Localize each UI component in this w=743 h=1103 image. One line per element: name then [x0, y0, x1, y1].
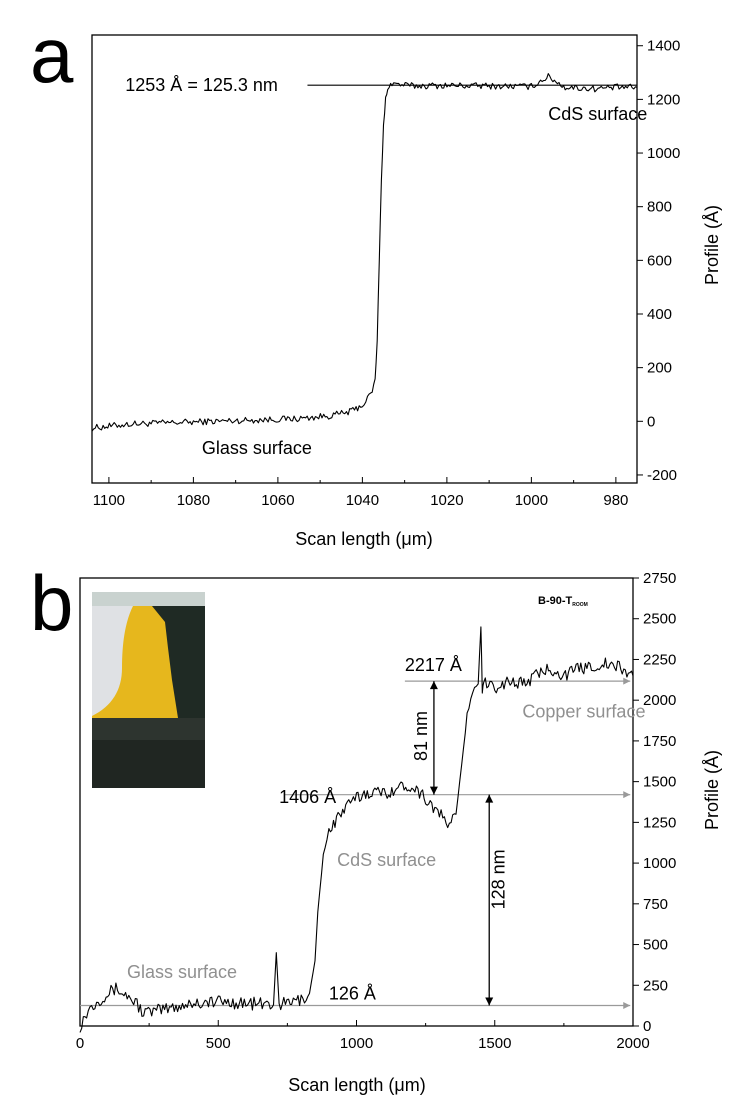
x-tick-label: 1020 [430, 492, 463, 509]
x-tick-label: 500 [206, 1035, 231, 1052]
y-tick-label: 1000 [647, 145, 680, 162]
y-tick-label: 2750 [643, 570, 676, 587]
annotation-label: Glass surface [202, 438, 312, 458]
annotation-label: CdS surface [337, 850, 436, 870]
reference-arrowhead [623, 1001, 631, 1009]
y-tick-label: 400 [647, 306, 672, 323]
x-tick-label: 1500 [478, 1035, 511, 1052]
x-tick-label: 1080 [177, 492, 210, 509]
panel-a-x-axis-label: Scan length (μm) [295, 529, 432, 549]
annotation-label: Glass surface [127, 962, 237, 982]
reference-arrowhead [623, 791, 631, 799]
reference-arrowhead [623, 677, 631, 685]
profile-series-line [91, 73, 638, 432]
dimension-arrowhead [429, 786, 438, 795]
panel-a-y-axis-label: Profile (Å) [702, 205, 722, 285]
panel-a-y-axis: 1400 1200 1000 800 600 400 200 0 -200 [637, 38, 680, 484]
sample-photo-inset [92, 592, 205, 788]
y-tick-label: 750 [643, 896, 668, 913]
annotation-label: 1253 Å = 125.3 nm [125, 75, 278, 95]
panel-b-x-axis: 0 500 1000 1500 2000 [76, 1020, 650, 1052]
y-tick-label: 2250 [643, 651, 676, 668]
panel-b-series [79, 626, 634, 1033]
annotation-label: 128 nm [488, 849, 508, 909]
annotation-label: 2217 Å [405, 655, 462, 675]
dimension-arrowhead [485, 794, 494, 803]
panel-b-y-axis-label: Profile (Å) [702, 750, 722, 830]
y-tick-label: -200 [647, 467, 677, 484]
y-tick-label: 1200 [647, 91, 680, 108]
y-tick-label: 1500 [643, 774, 676, 791]
dimension-arrowhead [429, 681, 438, 690]
x-tick-label: 0 [76, 1035, 84, 1052]
sample-label: B-90-TROOM [538, 595, 588, 608]
annotation-label: 126 Å [329, 983, 376, 1003]
panel-a: a 1100 1080 1060 1040 1020 1000 980 1400 1200 10… [30, 11, 722, 549]
y-tick-label: 0 [643, 1018, 651, 1035]
y-tick-label: 250 [643, 977, 668, 994]
y-tick-label: 2000 [643, 692, 676, 709]
panel-b-dimension-arrows [429, 681, 494, 1006]
y-tick-label: 800 [647, 199, 672, 216]
x-tick-label: 1000 [340, 1035, 373, 1052]
y-tick-label: 1400 [647, 38, 680, 55]
annotation-label: CdS surface [548, 104, 647, 124]
y-tick-label: 500 [643, 937, 668, 954]
y-tick-label: 600 [647, 252, 672, 269]
y-tick-label: 1250 [643, 814, 676, 831]
panel-a-x-axis: 1100 1080 1060 1040 1020 1000 980 [93, 477, 628, 509]
x-tick-label: 2000 [616, 1035, 649, 1052]
panel-b-x-axis-label: Scan length (μm) [288, 1075, 425, 1095]
x-tick-label: 1000 [515, 492, 548, 509]
panel-b-y-axis: 0 250 500 750 1000 1250 1500 1750 2000 2250 2500 27… [633, 570, 676, 1035]
panel-a-plot-frame [91, 34, 638, 484]
panel-b: b B-90-TROOM 0 500 1000 1500 2000 0 250 500 750… [30, 559, 722, 1095]
panel-a-series [91, 73, 638, 432]
y-tick-label: 0 [647, 413, 655, 430]
annotation-label: 1406 Å [279, 787, 336, 807]
x-tick-label: 980 [603, 492, 628, 509]
annotation-label: Copper surface [522, 702, 645, 722]
x-tick-label: 1100 [93, 492, 125, 509]
y-tick-label: 1750 [643, 733, 676, 750]
annotation-label: 81 nm [411, 711, 431, 761]
panel-a-annotations: 1253 Å = 125.3 nm CdS surface Glass surfac… [125, 75, 647, 458]
y-tick-label: 1000 [643, 855, 676, 872]
y-tick-label: 200 [647, 360, 672, 377]
dimension-arrowhead [485, 997, 494, 1006]
y-tick-label: 2500 [643, 611, 676, 628]
profile-series-line [79, 626, 634, 1033]
panel-b-annotations: 2217 Å 1406 Å 126 Å Glass surface CdS surfac… [127, 655, 645, 1004]
x-tick-label: 1040 [346, 492, 379, 509]
sample-label-main: B-90-T [538, 595, 573, 607]
panel-b-letter: b [30, 559, 73, 647]
panel-a-letter: a [30, 11, 74, 99]
sample-label-subscript: ROOM [572, 602, 588, 608]
x-tick-label: 1060 [261, 492, 294, 509]
